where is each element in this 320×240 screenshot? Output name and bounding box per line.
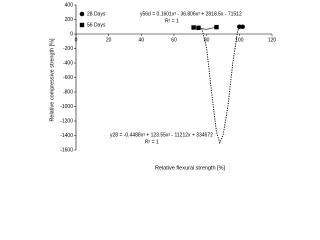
y-tick-label: -400 [63,60,73,66]
chart: Relative flexural strength [%] Relative … [49,2,277,171]
y-tick-label: 400 [65,2,74,8]
y-tick-label: -200 [63,46,73,52]
y-tick-label: -1400 [60,133,73,139]
point [237,24,242,30]
legend-marker [79,22,85,28]
page: {"chart_data": {"type": "scatter", "xlab… [49,2,277,172]
point [214,24,219,30]
y-tick-label: -1200 [60,118,73,124]
legend-label: 28 Days [87,11,106,17]
annotation: R² = 1 [165,18,179,24]
point [191,25,196,30]
annotation: y56d = 0.1601x³ - 36.806x² + 2818.5x - 7… [140,11,242,17]
x-tick-label: 120 [268,37,277,43]
x-tick-label: 60 [171,37,177,43]
trendline [201,26,242,145]
annotation: y28 = -0.4488x³ + 123.55x² - 11212x + 33… [110,132,213,138]
y-tick-label: -600 [63,75,73,81]
y-tick-label: -1600 [60,147,73,153]
y-tick-label: -1000 [60,104,73,110]
y-axis-label: Relative compressive strength [%] [49,38,55,122]
x-tick-label: 100 [235,37,244,43]
point [196,25,201,31]
x-tick-label: 40 [139,37,145,43]
y-tick-label: 0 [70,31,73,37]
legend-marker [79,11,85,17]
y-tick-label: 200 [65,17,74,23]
x-tick-label: 20 [106,37,112,43]
point [240,24,245,30]
x-axis-label: Relative flexural strength [%] [155,165,225,171]
y-tick-label: -800 [63,89,73,95]
legend-label: 56 Days [87,22,106,28]
x-tick-label: 80 [204,37,210,43]
annotation: R² = 1 [145,139,159,145]
x-tick-label: 0 [75,37,78,43]
